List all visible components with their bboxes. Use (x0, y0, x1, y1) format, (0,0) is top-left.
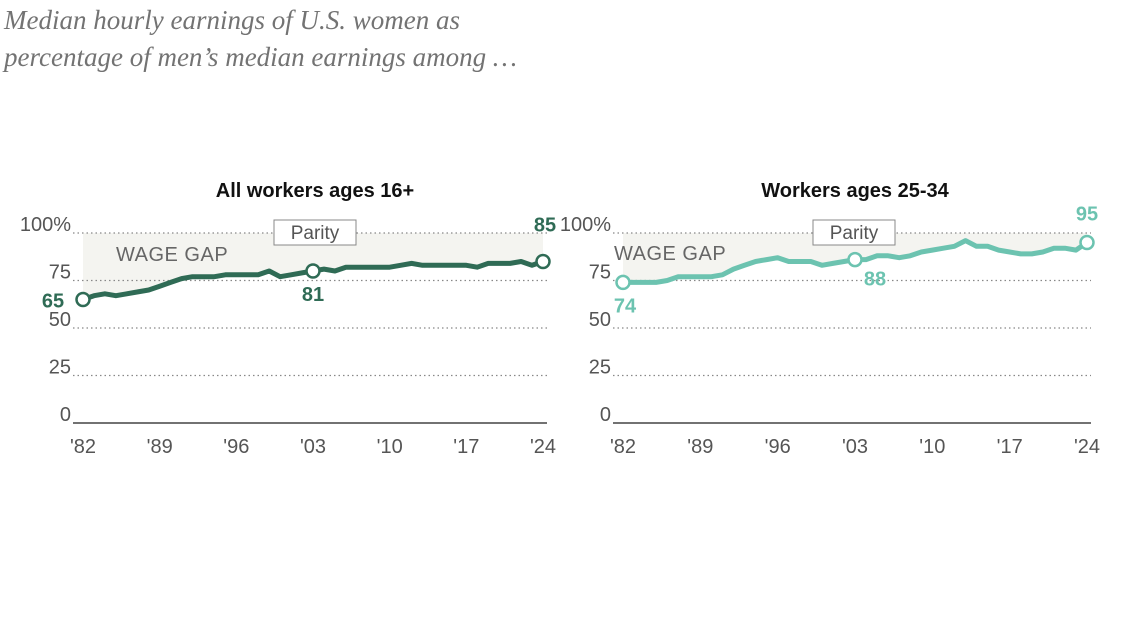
x-tick-label: '89 (147, 436, 173, 458)
wage-gap-label: WAGE GAP (614, 243, 726, 265)
y-tick-label: 75 (49, 262, 71, 284)
data-label: 95 (1076, 204, 1098, 226)
data-point-marker (535, 253, 551, 270)
x-tick-label: '89 (687, 436, 713, 458)
parity-box (273, 219, 357, 246)
panel-workers-25-34: Workers ages 25-34 0 25 50 75 100% '82 '89 '96 '0… (560, 180, 1100, 458)
data-label: 74 (614, 295, 637, 317)
parity-box (812, 219, 896, 246)
y-tick-label: 50 (589, 309, 611, 331)
panel-title: Workers ages 25-34 (761, 180, 949, 202)
x-tick-label: '17 (453, 436, 479, 458)
y-tick-label: 50 (49, 309, 71, 331)
data-point-marker (1079, 234, 1095, 251)
x-tick-label: '17 (997, 436, 1023, 458)
y-tick-label: 100% (20, 214, 71, 236)
data-label: 85 (534, 215, 556, 237)
x-tick-label: '24 (1074, 436, 1100, 458)
x-tick-label: '82 (70, 436, 96, 458)
data-label: 81 (302, 284, 324, 306)
panel-title: All workers ages 16+ (216, 180, 414, 202)
data-point-marker (847, 251, 863, 268)
wage-gap-label: WAGE GAP (116, 244, 228, 266)
x-tick-label: '10 (919, 436, 945, 458)
x-tick-label: '82 (610, 436, 636, 458)
x-tick-label: '96 (223, 436, 249, 458)
x-tick-label: '24 (530, 436, 556, 458)
x-tick-label: '96 (765, 436, 791, 458)
y-tick-label: 75 (589, 262, 611, 284)
x-tick-label: '03 (300, 436, 326, 458)
y-tick-label: 25 (589, 357, 611, 379)
y-tick-label: 100% (560, 214, 611, 236)
data-point-marker (75, 291, 91, 308)
y-tick-label: 0 (600, 404, 611, 426)
data-point-marker (305, 263, 321, 279)
chart-title: Median hourly earnings of U.S. women as … (4, 5, 517, 72)
x-tick-label: '10 (377, 436, 403, 458)
x-tick-label: '03 (842, 436, 868, 458)
parity-label: Parity (830, 223, 879, 244)
data-point-marker (615, 274, 631, 291)
y-tick-label: 0 (60, 404, 71, 426)
parity-label: Parity (291, 223, 340, 244)
panel-all-workers: All workers ages 16+ 0 25 50 75 100% '82 '89 '96… (20, 180, 556, 458)
data-label: 65 (42, 291, 64, 313)
data-label: 88 (864, 269, 886, 291)
y-tick-label: 25 (49, 357, 71, 379)
